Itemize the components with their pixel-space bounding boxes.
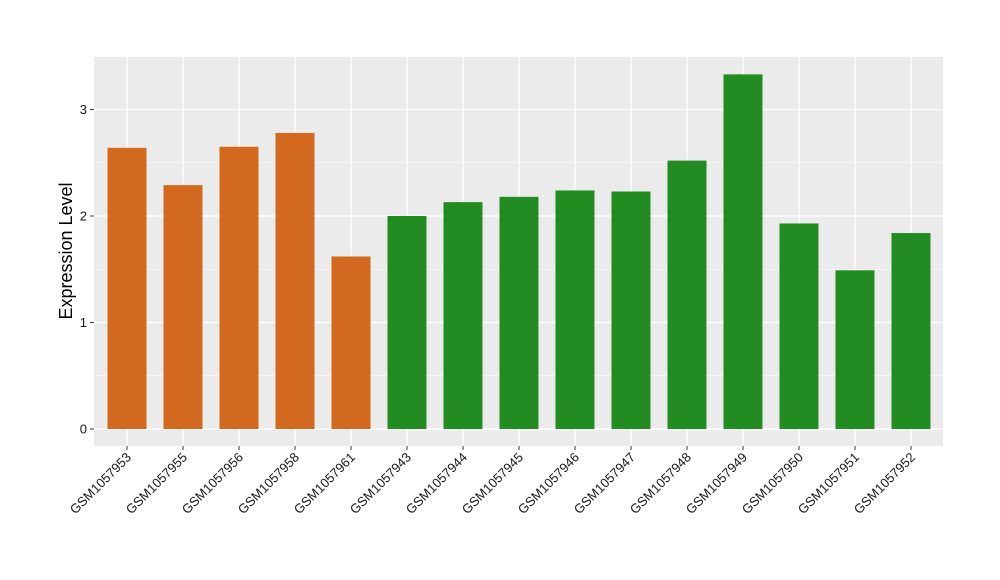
- bar-GSM1057945: [499, 196, 539, 429]
- bar-GSM1057951: [835, 270, 875, 429]
- bar-GSM1057943: [387, 216, 427, 429]
- bar-GSM1057961: [331, 256, 371, 429]
- y-tick-label: 3: [80, 102, 87, 117]
- bar-GSM1057953: [107, 147, 147, 429]
- bar-GSM1057952: [891, 233, 931, 429]
- bar-GSM1057955: [163, 185, 203, 429]
- bar-GSM1057948: [667, 160, 707, 429]
- y-axis-title: Expression Level: [56, 182, 76, 319]
- bar-GSM1057946: [555, 190, 595, 429]
- y-tick-label: 1: [80, 315, 87, 330]
- bar-GSM1057958: [275, 132, 315, 429]
- bar-GSM1057949: [723, 74, 763, 429]
- bar-GSM1057950: [779, 223, 819, 429]
- y-tick-label: 2: [80, 209, 87, 224]
- x-axis: GSM1057953GSM1057955GSM1057956GSM1057958…: [67, 446, 918, 517]
- bars: [107, 74, 931, 429]
- bar-GSM1057944: [443, 202, 483, 429]
- y-tick-label: 0: [80, 422, 87, 437]
- y-axis: 0 1 2 3: [80, 102, 94, 437]
- bar-GSM1057947: [611, 191, 651, 429]
- bar-GSM1057956: [219, 146, 259, 429]
